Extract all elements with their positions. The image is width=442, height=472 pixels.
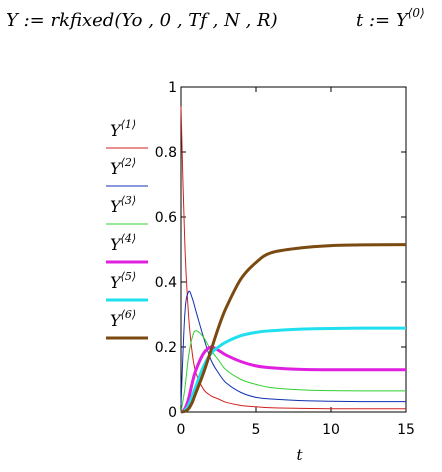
legend: Y⟨1⟩ Y⟨2⟩ Y⟨3⟩ Y⟨4⟩ Y⟨5⟩ Y⟨6⟩ <box>106 118 148 340</box>
plot-frame <box>180 86 407 413</box>
y-tick-label: 0.2 <box>155 340 177 356</box>
t-definition-formula[interactable]: t := Y⟨0⟩ <box>356 6 425 31</box>
y-tick-label: 0.6 <box>155 210 177 226</box>
series-line-2 <box>180 290 407 406</box>
series-line-4 <box>180 345 406 414</box>
y-tick-label: 1 <box>168 80 177 96</box>
x-tick-label: 15 <box>397 422 415 438</box>
y-tick-label: 0.8 <box>155 145 177 161</box>
legend-label-1: Y⟨1⟩ <box>110 118 136 140</box>
rkfixed-formula[interactable]: Y := rkfixed(Yo , 0 , Tf , N , R) <box>6 10 278 31</box>
legend-label-6: Y⟨6⟩ <box>110 308 136 330</box>
x-tick-label: 10 <box>322 422 340 438</box>
legend-label-3: Y⟨3⟩ <box>110 194 136 216</box>
axis-ticks: 00.20.40.60.810 5 10 15 <box>155 80 415 438</box>
x-axis-label: t <box>296 446 303 464</box>
x-tick-label: 5 <box>252 422 261 438</box>
series-line-1 <box>180 106 406 410</box>
y-tick-label: 0.4 <box>155 275 177 291</box>
y-tick-label: 0 <box>168 405 177 421</box>
series-curves <box>180 106 407 414</box>
series-line-5 <box>180 326 406 414</box>
legend-label-5: Y⟨5⟩ <box>110 270 136 292</box>
legend-label-4: Y⟨4⟩ <box>110 232 136 254</box>
series-line-3 <box>180 330 406 413</box>
x-tick-label: 0 <box>177 422 186 438</box>
series-line-6 <box>180 243 407 414</box>
legend-label-2: Y⟨2⟩ <box>110 156 136 178</box>
